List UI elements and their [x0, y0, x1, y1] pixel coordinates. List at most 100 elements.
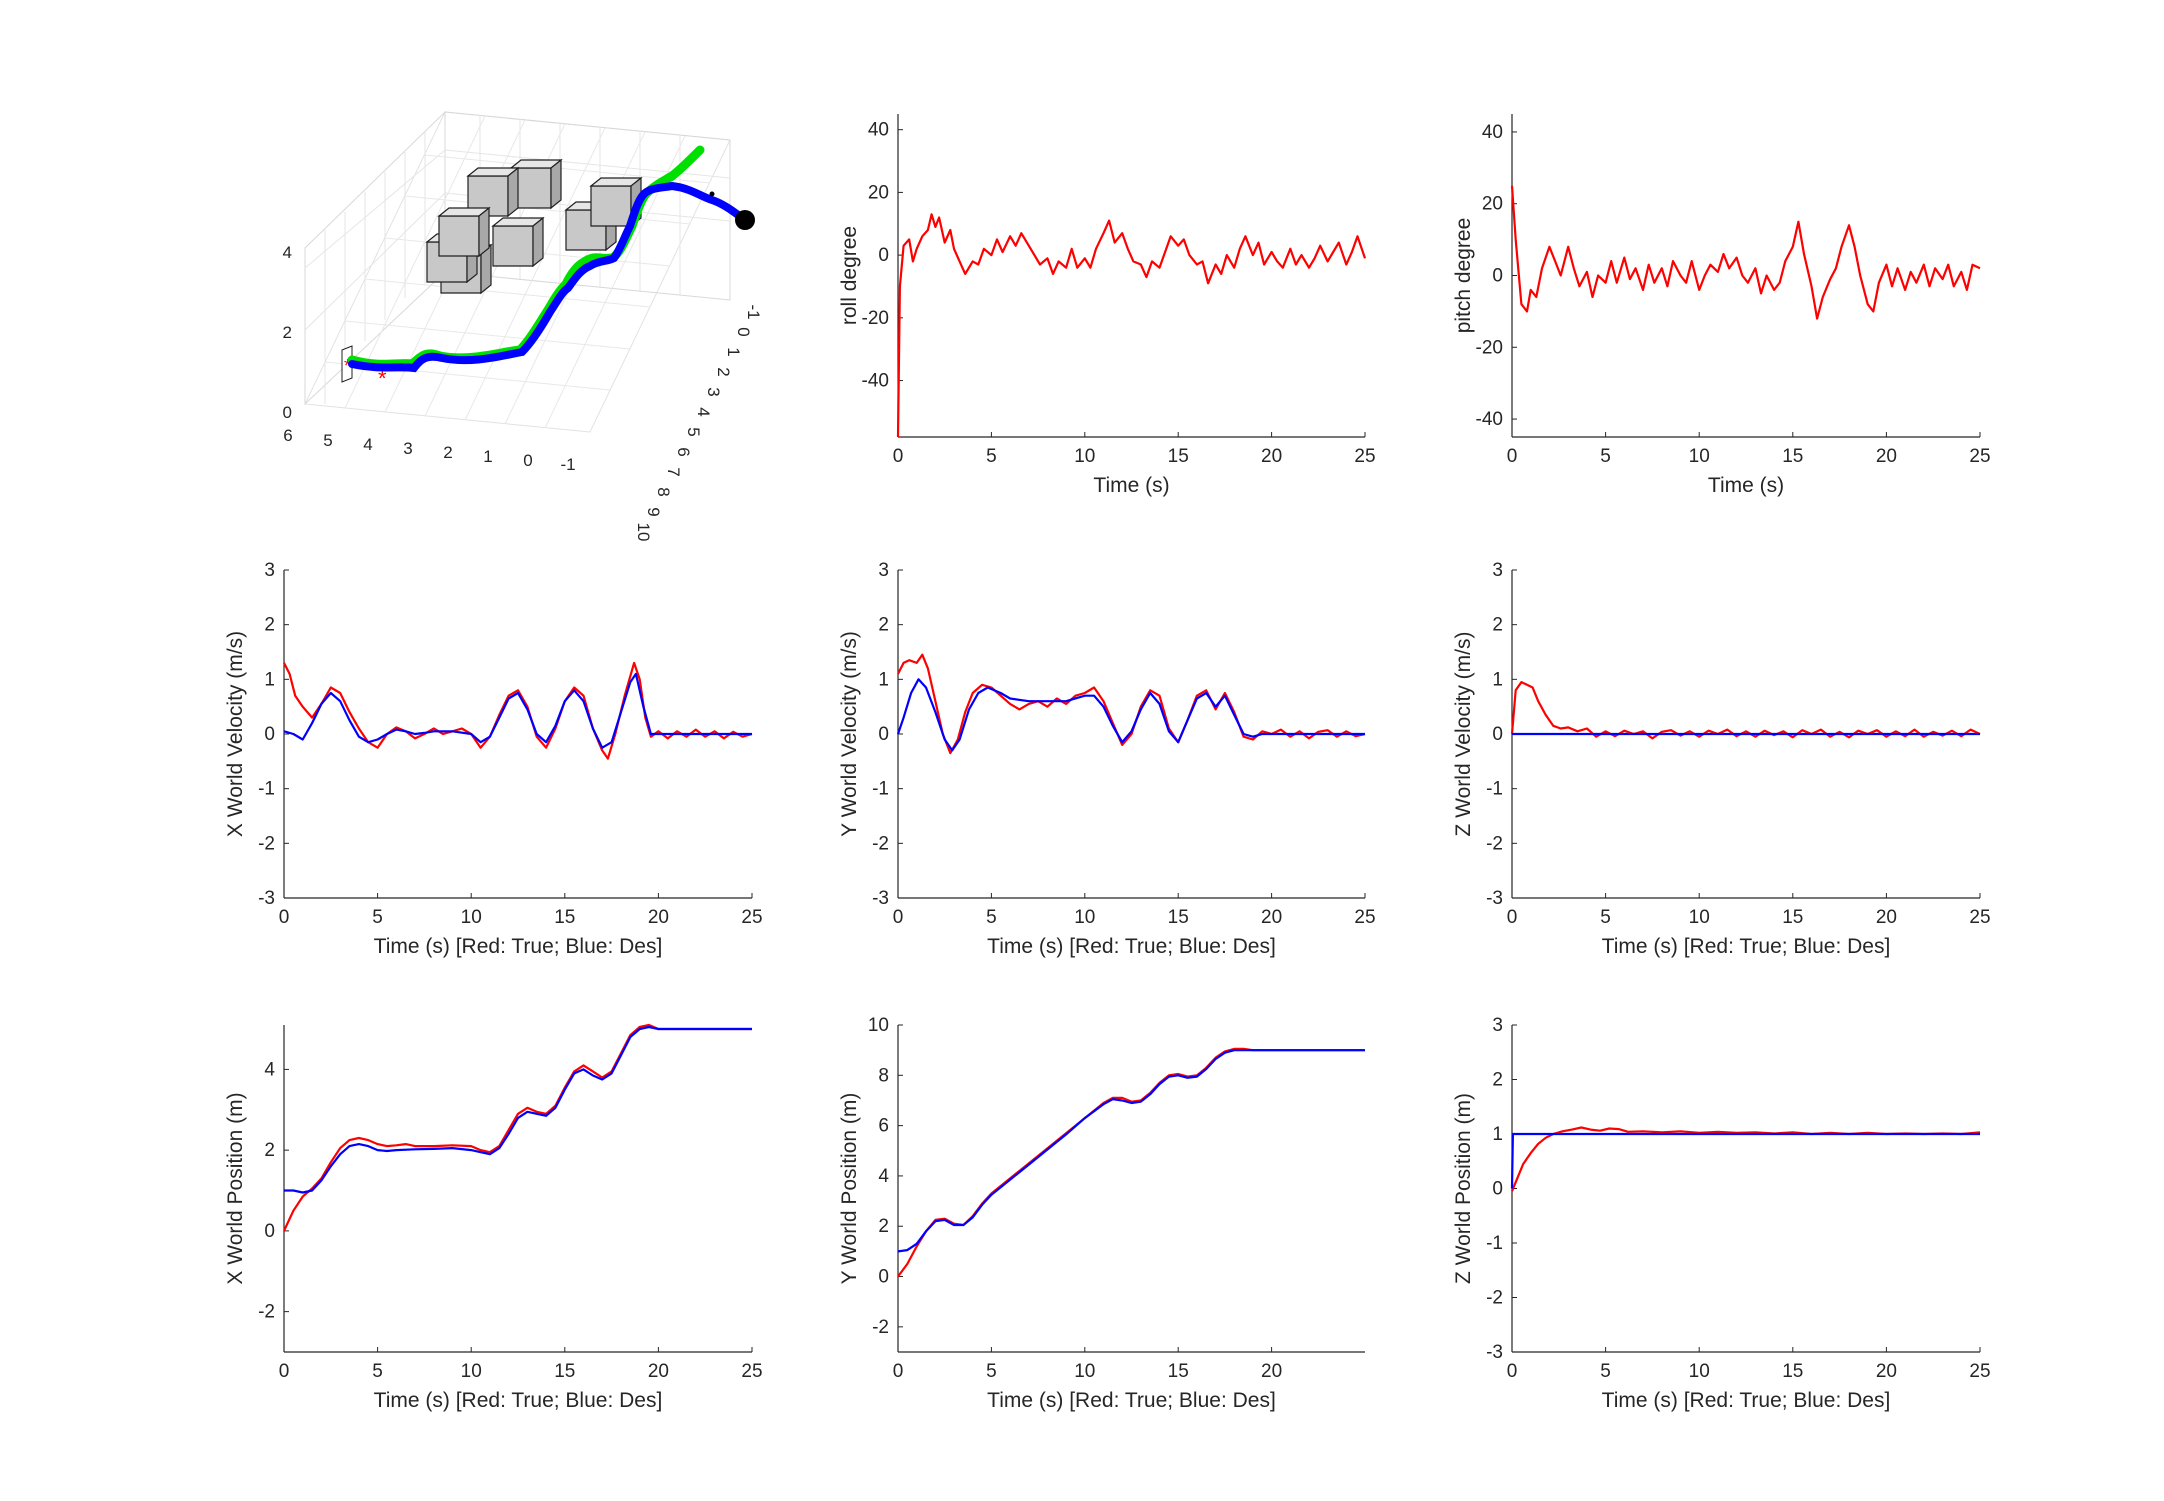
y3d-tick-6: 6: [674, 447, 693, 456]
obstacle-6: [437, 206, 491, 258]
y3d-tick-1: 1: [724, 347, 743, 356]
yvel-y-tick-label: 3: [878, 560, 889, 581]
roll-plot: 0 5 10 15 20 25 -40 -20 0 20 40 Time (s) roll degree: [838, 114, 1376, 497]
yvel-x-tick-label: 0: [893, 907, 904, 928]
x3d-tick-0: 0: [523, 451, 532, 470]
zpos-y-tick-label: -1: [1486, 1233, 1503, 1254]
ypos-y-tick-label: -2: [872, 1317, 889, 1338]
roll-x-tick-label: 25: [1354, 446, 1375, 467]
zvel-y-tick-label: 2: [1492, 615, 1503, 636]
zvel-y-tick-label: -1: [1486, 779, 1503, 800]
y3d-tick-7: 7: [664, 467, 683, 476]
pitch-x-tick-label: 10: [1689, 446, 1710, 467]
xpos-series-des-line: [284, 1025, 752, 1194]
goal-marker: [735, 210, 755, 230]
xpos-x-tick-label: 25: [741, 1361, 762, 1382]
zpos-y-tick-label: 2: [1492, 1070, 1503, 1091]
zpos-x-tick-label: 20: [1876, 1361, 1897, 1382]
zpos-x-tick-label: 10: [1689, 1361, 1710, 1382]
xpos-y-tick-label: 4: [264, 1059, 275, 1080]
xvel-y-tick-label: 2: [264, 615, 275, 636]
xpos-y-tick-label: -2: [258, 1302, 275, 1323]
zpos-x-tick-label: 15: [1782, 1361, 1803, 1382]
zpos-x-tick-label: 25: [1969, 1361, 1990, 1382]
xvel-y-tick-label: 0: [264, 724, 275, 745]
xvel-y-tick-label: 3: [264, 560, 275, 581]
zvel-plot: 0 5 10 15 20 25 -3 -2 -1 0 1 2 3 Time (s) [Red: True;…: [1452, 560, 1991, 958]
roll-y-tick-label: -20: [862, 308, 889, 329]
yvel-series-des-line: [896, 678, 1365, 752]
pitch-x-tick-label: 25: [1969, 446, 1990, 467]
roll-x-tick-label: 10: [1074, 446, 1095, 467]
x3d-tick-5: 5: [323, 431, 332, 450]
ypos-x-tick-label: 5: [986, 1361, 997, 1382]
pitch-y-tick-label: 20: [1482, 194, 1503, 215]
xvel-x-tick-label: 20: [648, 907, 669, 928]
xvel-series-true-line: [283, 661, 753, 760]
roll-y-tick-label: 20: [868, 182, 889, 203]
ypos-series-des-line: [897, 1049, 1365, 1253]
yvel-x-tick-label: 15: [1168, 907, 1189, 928]
yvel-y-label: Y World Velocity (m/s): [838, 631, 861, 837]
xvel-y-tick-label: 1: [264, 669, 275, 690]
xpos-x-tick-label: 20: [648, 1361, 669, 1382]
zpos-y-tick-label: -3: [1486, 1342, 1503, 1363]
pitch-x-tick-label: 15: [1782, 446, 1803, 467]
zvel-y-tick-label: 1: [1492, 669, 1503, 690]
yvel-y-tick-label: -3: [872, 888, 889, 909]
zpos-x-label: Time (s) [Red: True; Blue: Des]: [1602, 1389, 1891, 1412]
start-star-marker-2: *: [344, 356, 351, 376]
obstacle-blocks: [425, 158, 643, 295]
pitch-plot: 0 5 10 15 20 25 -40 -20 0 20 40 Time (s) pitch degre…: [1452, 114, 1991, 497]
roll-x-tick-label: 5: [986, 446, 997, 467]
roll-series-0-line: [896, 213, 1367, 438]
pitch-y-tick-label: -20: [1476, 337, 1503, 358]
xpos-y-tick-label: 0: [264, 1221, 275, 1242]
zvel-y-tick-label: -2: [1486, 833, 1503, 854]
ypos-x-tick-label: 15: [1168, 1361, 1189, 1382]
pitch-x-tick-label: 5: [1600, 446, 1611, 467]
pitch-x-tick-label: 0: [1507, 446, 1518, 467]
roll-y-tick-label: -40: [862, 371, 889, 392]
y3d-tick-0: 0: [734, 327, 753, 336]
zpos-series-des-line: [1510, 1132, 1980, 1189]
ypos-x-tick-label: 0: [893, 1361, 904, 1382]
pitch-y-tick-label: 0: [1492, 266, 1503, 287]
xvel-y-tick-label: -1: [258, 779, 275, 800]
xpos-x-label: Time (s) [Red: True; Blue: Des]: [374, 1389, 663, 1412]
ypos-y-tick-label: 8: [878, 1065, 889, 1086]
pitch-y-tick-label: 40: [1482, 122, 1503, 143]
yvel-plot: 0 5 10 15 20 25 -3 -2 -1 0 1 2 3 Time (s) [Red: True;…: [838, 560, 1376, 958]
start-frame-marker: [341, 345, 353, 383]
zvel-y-tick-label: 3: [1492, 560, 1503, 581]
zvel-x-tick-label: 10: [1689, 907, 1710, 928]
yvel-y-tick-label: 2: [878, 615, 889, 636]
roll-x-tick-label: 0: [893, 446, 904, 467]
roll-x-tick-label: 20: [1261, 446, 1282, 467]
yvel-x-tick-label: 10: [1074, 907, 1095, 928]
start-star-marker: *: [378, 366, 387, 391]
flown-path: [348, 181, 749, 373]
y3d-tick-m1: -1: [744, 304, 763, 319]
ypos-x-tick-label: 10: [1074, 1361, 1095, 1382]
xpos-x-tick-label: 15: [554, 1361, 575, 1382]
xvel-x-tick-label: 15: [554, 907, 575, 928]
y3d-tick-9: 9: [644, 507, 663, 516]
ypos-y-label: Y World Position (m): [838, 1093, 861, 1285]
xpos-y-label: X World Position (m): [224, 1092, 247, 1284]
yvel-y-tick-label: -1: [872, 779, 889, 800]
xpos-x-tick-label: 0: [279, 1361, 290, 1382]
xvel-x-tick-label: 25: [741, 907, 762, 928]
x3d-tick-2: 2: [443, 443, 452, 462]
y3d-tick-3: 3: [704, 387, 723, 396]
ypos-y-tick-label: 0: [878, 1267, 889, 1288]
ypos-y-tick-label: 2: [878, 1216, 889, 1237]
pitch-x-label: Time (s): [1708, 474, 1784, 497]
xvel-plot: 0 5 10 15 20 25 -3 -2 -1 0 1 2 3 Time (s) [Red: True;…: [224, 560, 763, 958]
y3d-tick-10: 10: [634, 523, 653, 542]
pitch-y-tick-label: -40: [1476, 409, 1503, 430]
roll-x-tick-label: 15: [1168, 446, 1189, 467]
zpos-plot: 0 5 10 15 20 25 -3 -2 -1 0 1 2 3 Time (s) [Red: True;…: [1452, 1015, 1991, 1412]
